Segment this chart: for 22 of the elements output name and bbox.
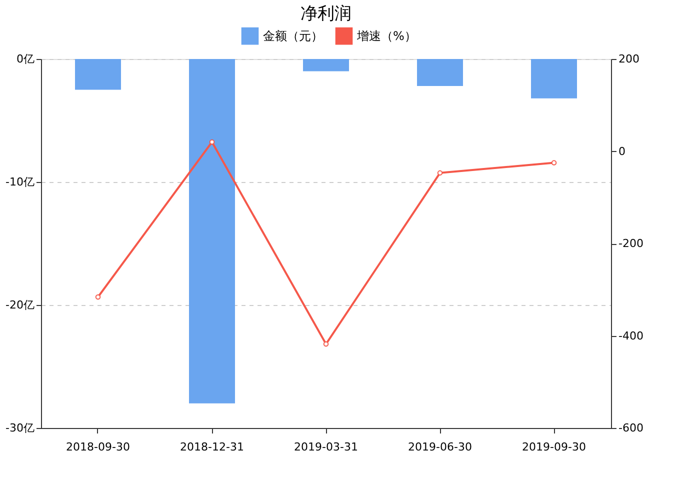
point	[323, 341, 329, 347]
x-tick-label: 2018-12-31	[180, 440, 244, 454]
legend-label: 金额（元）	[263, 29, 323, 44]
x-tick-label: 2018-09-30	[66, 440, 130, 454]
x-tick-label: 2019-03-31	[294, 440, 358, 454]
point	[95, 294, 101, 300]
y-tick-label: -20亿	[6, 298, 34, 312]
chart-title: 净利润	[300, 4, 352, 24]
y-tick-label: -30亿	[6, 422, 34, 434]
y2-tick-label: -400	[618, 329, 644, 342]
x-tick-label: 2019-06-30	[408, 440, 472, 454]
y-tick-label: -10亿	[6, 176, 34, 188]
point	[551, 160, 557, 166]
x-tick-label: 2019-09-30	[522, 440, 586, 454]
y2-tick-label: -600	[618, 422, 644, 434]
y2-tick-label: -200	[618, 237, 644, 250]
y2-tick-label: 0	[618, 144, 626, 158]
legend-label: 增速（%）	[356, 29, 416, 44]
y2-tick-label: 200	[618, 52, 640, 66]
y-tick-label: 0亿	[16, 52, 34, 66]
point	[437, 170, 443, 176]
point	[209, 139, 215, 145]
